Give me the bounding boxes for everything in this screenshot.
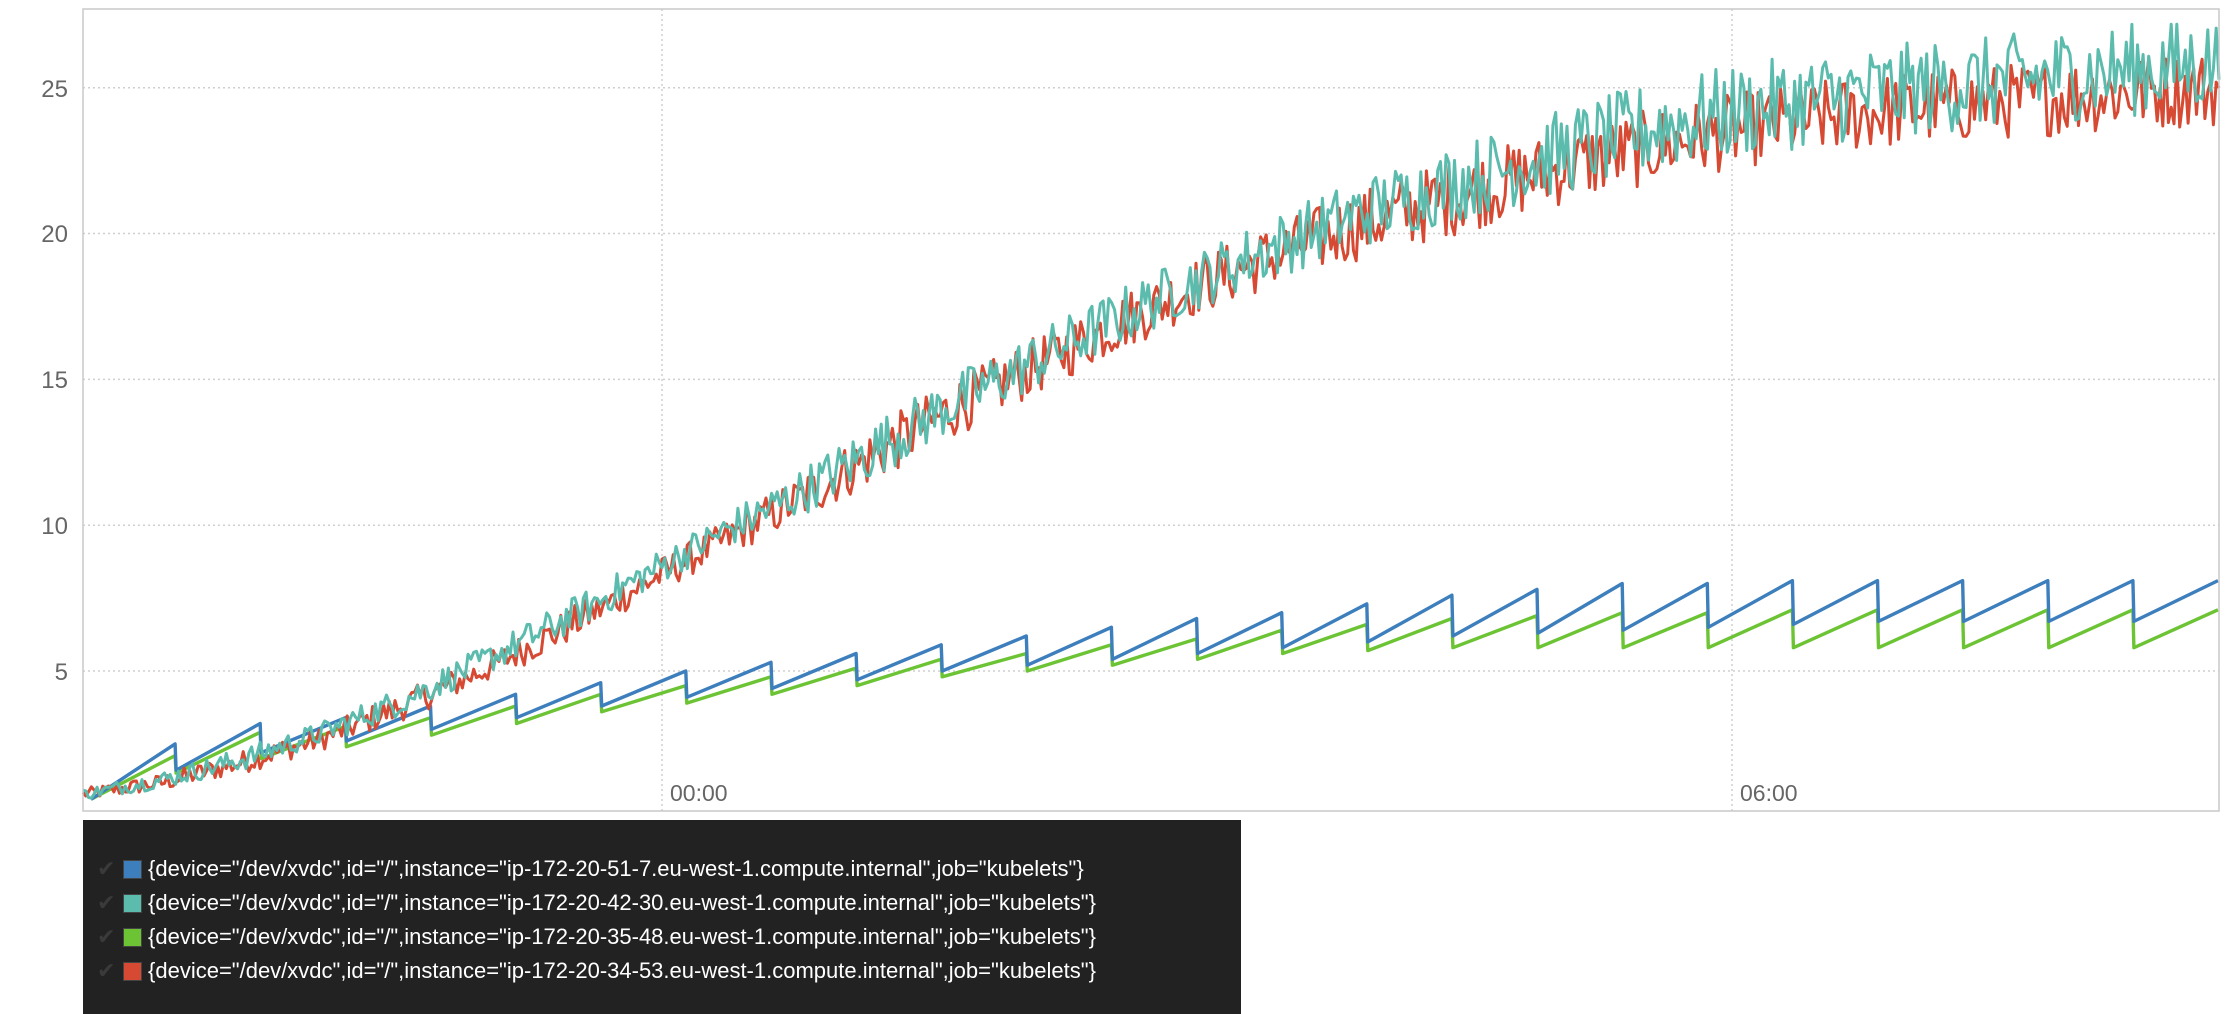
legend-item-42-30[interactable]: ✔ {device="/dev/xvdc",id="/",instance="i… [97,886,1096,920]
legend-swatch-blue [123,859,142,879]
chart-grid [83,9,2219,811]
legend-label: {device="/dev/xvdc",id="/",instance="ip-… [148,958,1096,983]
legend-label: {device="/dev/xvdc",id="/",instance="ip-… [148,924,1096,949]
series-line-2 [90,608,2219,801]
x-tick-label-0000: 00:00 [670,780,728,806]
x-axis: 00:00 06:00 [670,780,1798,806]
legend-item-51-7[interactable]: ✔ {device="/dev/xvdc",id="/",instance="i… [97,852,1084,886]
y-axis: 5 10 15 20 25 [41,76,68,686]
check-icon[interactable]: ✔ [97,890,116,915]
legend-label: {device="/dev/xvdc",id="/",instance="ip-… [148,890,1096,915]
legend-swatch-green [123,927,142,947]
y-tick-label-15: 15 [41,367,68,394]
legend-label: {device="/dev/xvdc",id="/",instance="ip-… [148,856,1084,881]
x-tick-label-0600: 06:00 [1740,780,1798,806]
check-icon[interactable]: ✔ [97,856,116,881]
series-line-0 [90,578,2219,801]
series-line-3 [81,56,2221,798]
chart-legend: ✔ {device="/dev/xvdc",id="/",instance="i… [83,820,1241,1014]
legend-item-35-48[interactable]: ✔ {device="/dev/xvdc",id="/",instance="i… [97,920,1096,954]
legend-item-34-53[interactable]: ✔ {device="/dev/xvdc",id="/",instance="i… [97,954,1096,988]
check-icon[interactable]: ✔ [97,958,116,983]
y-tick-label-10: 10 [41,513,68,540]
legend-swatch-teal [123,893,142,913]
y-tick-label-25: 25 [41,76,68,103]
plot-border [82,8,2220,812]
series-layer [81,22,2221,801]
series-line-1 [82,22,2221,800]
y-tick-label-5: 5 [55,659,68,686]
y-tick-label-20: 20 [41,221,68,248]
check-icon[interactable]: ✔ [97,924,116,949]
legend-swatch-red [123,961,142,981]
